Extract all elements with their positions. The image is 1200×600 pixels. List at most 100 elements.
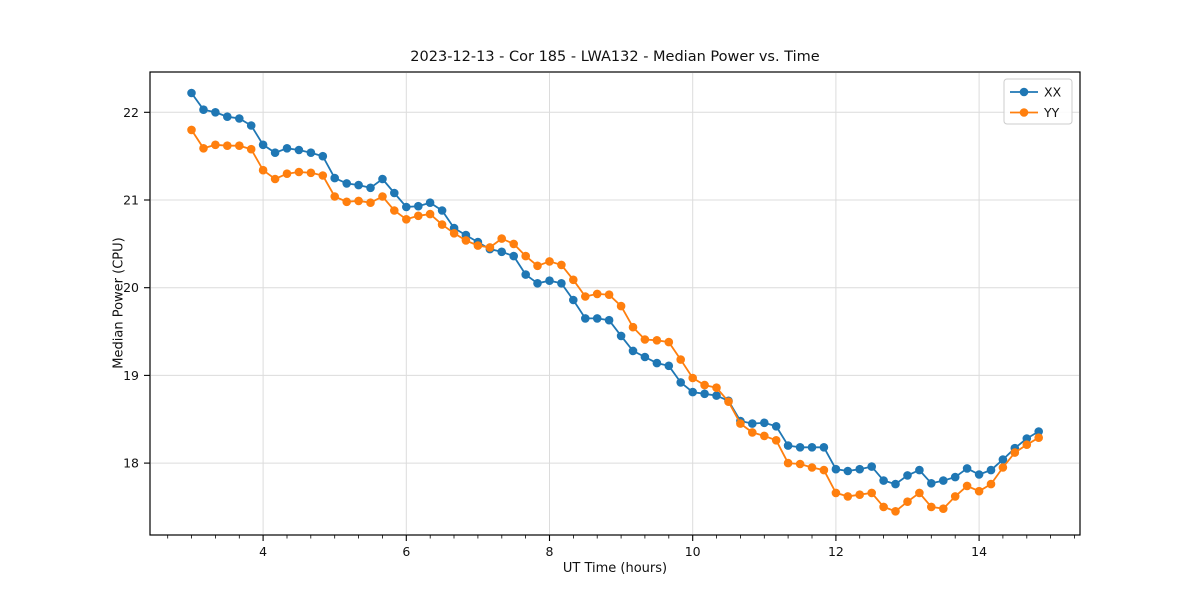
data-point-YY — [664, 337, 674, 347]
data-point-YY — [915, 488, 924, 498]
legend-marker — [1019, 108, 1029, 117]
data-point-XX — [748, 419, 757, 428]
data-point-XX — [664, 361, 674, 371]
data-point-YY — [581, 292, 590, 301]
y-tick-label: 19 — [123, 368, 139, 383]
data-point-YY — [807, 463, 817, 472]
data-point-YY — [974, 486, 984, 496]
data-point-XX — [640, 352, 650, 362]
data-point-XX — [282, 144, 292, 153]
data-point-XX — [891, 479, 900, 489]
data-point-XX — [843, 466, 853, 476]
data-point-YY — [998, 463, 1008, 472]
y-tick-label: 18 — [123, 456, 139, 471]
data-point-XX — [258, 140, 268, 150]
data-point-XX — [1022, 434, 1032, 443]
data-point-XX — [986, 465, 996, 475]
data-point-XX — [497, 247, 507, 257]
data-point-XX — [437, 206, 447, 215]
y-axis-label: Median Power (CPU) — [111, 237, 127, 369]
data-point-XX — [223, 112, 232, 121]
data-point-YY — [795, 459, 805, 469]
data-point-XX — [771, 422, 781, 431]
data-point-YY — [628, 322, 638, 332]
data-point-YY — [521, 251, 530, 261]
data-point-YY — [246, 144, 256, 154]
data-point-XX — [604, 315, 614, 325]
x-tick-label: 8 — [546, 544, 554, 559]
data-point-XX — [342, 179, 352, 188]
legend: XX YY — [1003, 78, 1073, 125]
data-point-XX — [581, 314, 590, 323]
x-axis-label: UT Time (hours) — [562, 561, 668, 576]
data-point-YY — [867, 488, 876, 498]
data-point-XX — [330, 173, 340, 183]
data-point-YY — [771, 436, 781, 445]
data-point-YY — [545, 257, 554, 266]
legend-marker — [1019, 87, 1029, 97]
x-tick-label: 12 — [828, 544, 844, 559]
series-YY — [187, 125, 1043, 516]
data-point-YY — [819, 465, 829, 475]
data-point-XX — [425, 198, 435, 207]
data-point-XX — [318, 151, 328, 161]
y-tick-label: 21 — [123, 193, 139, 208]
data-point-YY — [402, 215, 411, 224]
legend-box — [1003, 78, 1073, 125]
data-point-XX — [235, 114, 244, 123]
data-point-YY — [425, 209, 435, 219]
data-point-XX — [557, 279, 566, 288]
data-point-XX — [509, 251, 518, 261]
data-point-YY — [414, 211, 423, 221]
data-point-YY — [437, 220, 447, 229]
data-point-YY — [652, 336, 662, 345]
data-point-YY — [497, 234, 507, 243]
legend-label: XX — [1044, 85, 1062, 100]
data-point-XX — [652, 358, 662, 368]
tick-labels: 4 6 8 10 12 14 18 19 20 21 22 — [123, 105, 987, 559]
data-point-YY — [270, 174, 280, 184]
data-point-XX — [950, 472, 960, 482]
axes-spines — [149, 71, 1081, 536]
data-point-YY — [187, 125, 196, 135]
data-point-YY — [557, 260, 566, 270]
data-point-YY — [640, 335, 650, 344]
data-point-YY — [1022, 440, 1032, 450]
data-point-YY — [724, 397, 733, 407]
data-point-YY — [258, 165, 268, 175]
data-point-YY — [1034, 433, 1043, 443]
data-point-XX — [294, 145, 304, 155]
x-tick-label: 14 — [971, 544, 987, 559]
data-point-XX — [533, 279, 542, 288]
data-point-XX — [187, 88, 196, 98]
data-point-XX — [676, 378, 685, 387]
data-point-YY — [688, 373, 697, 383]
data-point-YY — [533, 261, 542, 271]
legend-label: YY — [1043, 105, 1060, 120]
data-point-YY — [366, 198, 375, 207]
data-point-YY — [855, 490, 864, 500]
data-point-YY — [604, 290, 614, 300]
data-point-YY — [962, 481, 972, 491]
x-tick-label: 4 — [259, 544, 267, 559]
data-point-YY — [616, 301, 626, 311]
data-point-YY — [950, 492, 960, 501]
data-point-YY — [736, 419, 745, 428]
chart-title: 2023-12-13 - Cor 185 - LWA132 - Median P… — [410, 49, 820, 65]
data-point-XX — [378, 174, 387, 184]
data-point-XX — [807, 443, 817, 452]
data-point-YY — [676, 355, 685, 364]
data-point-XX — [1034, 427, 1043, 436]
x-tick-label: 10 — [685, 544, 701, 559]
data-point-YY — [235, 141, 244, 150]
data-point-YY — [939, 504, 948, 513]
data-point-XX — [592, 314, 602, 323]
legend-entry-YY: YY — [1010, 105, 1060, 120]
data-point-XX — [831, 464, 841, 474]
legend-entry-XX: XX — [1010, 85, 1062, 100]
data-point-XX — [903, 471, 912, 480]
data-point-YY — [927, 502, 936, 512]
data-point-YY — [318, 171, 328, 180]
data-point-YY — [712, 383, 721, 393]
